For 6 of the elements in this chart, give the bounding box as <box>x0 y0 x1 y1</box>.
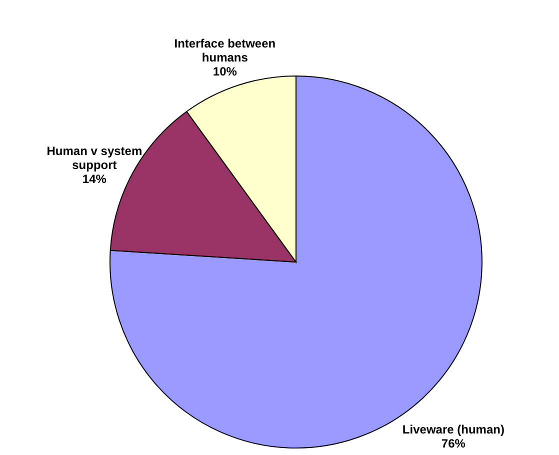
data-label: 10% <box>212 64 238 78</box>
slice-label: Interface between humans <box>174 36 276 64</box>
slice-label: Liveware (human) <box>402 422 504 437</box>
data-label: 76% <box>441 436 466 451</box>
data-label: 14% <box>82 172 107 186</box>
slice-label: Human v system support <box>46 144 142 172</box>
